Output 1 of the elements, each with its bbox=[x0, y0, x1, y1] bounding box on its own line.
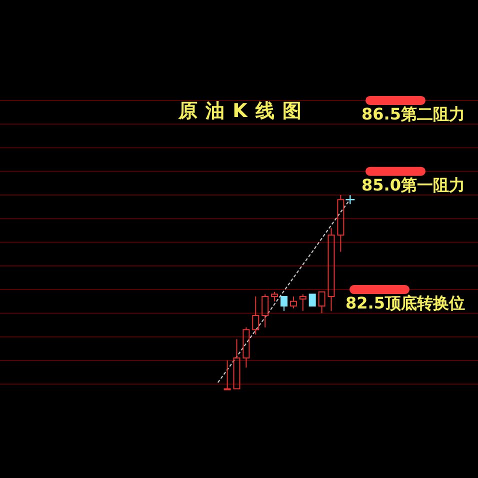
title: 原油K线图 bbox=[178, 100, 310, 122]
